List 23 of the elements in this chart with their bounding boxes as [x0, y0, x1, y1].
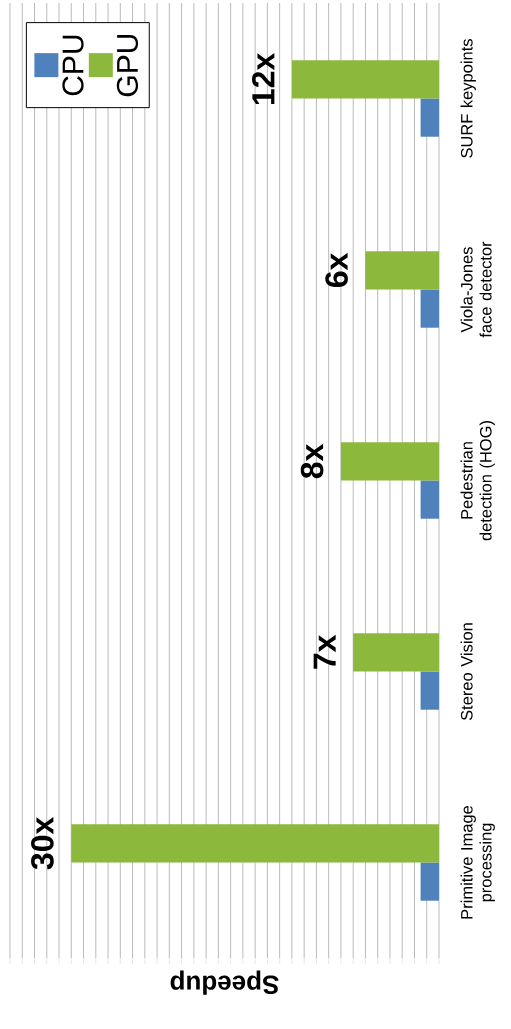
- data-label: 8x: [300, 443, 324, 479]
- bar: [340, 442, 439, 481]
- bar: [420, 862, 439, 901]
- legend-label: CPU: [62, 35, 84, 96]
- bar: [71, 824, 439, 863]
- data-label: 6x: [325, 252, 348, 288]
- y-tick-label: SURF keypoints: [460, 39, 476, 158]
- bar: [365, 251, 439, 290]
- legend-label: GPU: [116, 34, 139, 97]
- bar: [353, 633, 439, 672]
- y-tick-label: Pedestrian detection (HOG): [460, 421, 495, 541]
- bar: [420, 480, 439, 519]
- y-tick-label: Stereo Vision: [460, 623, 473, 721]
- y-tick-label: Viola-Jones face detector: [460, 241, 492, 338]
- bar: [420, 98, 439, 137]
- bar: [420, 671, 439, 710]
- bar: [420, 289, 439, 328]
- data-label: 30x: [31, 816, 54, 870]
- x-axis-title: Speedup: [170, 970, 279, 995]
- bar: [291, 60, 439, 99]
- y-tick-label: Primitive Image processing: [460, 805, 495, 919]
- data-label: 7x: [313, 634, 336, 669]
- data-label: 12x: [252, 52, 275, 105]
